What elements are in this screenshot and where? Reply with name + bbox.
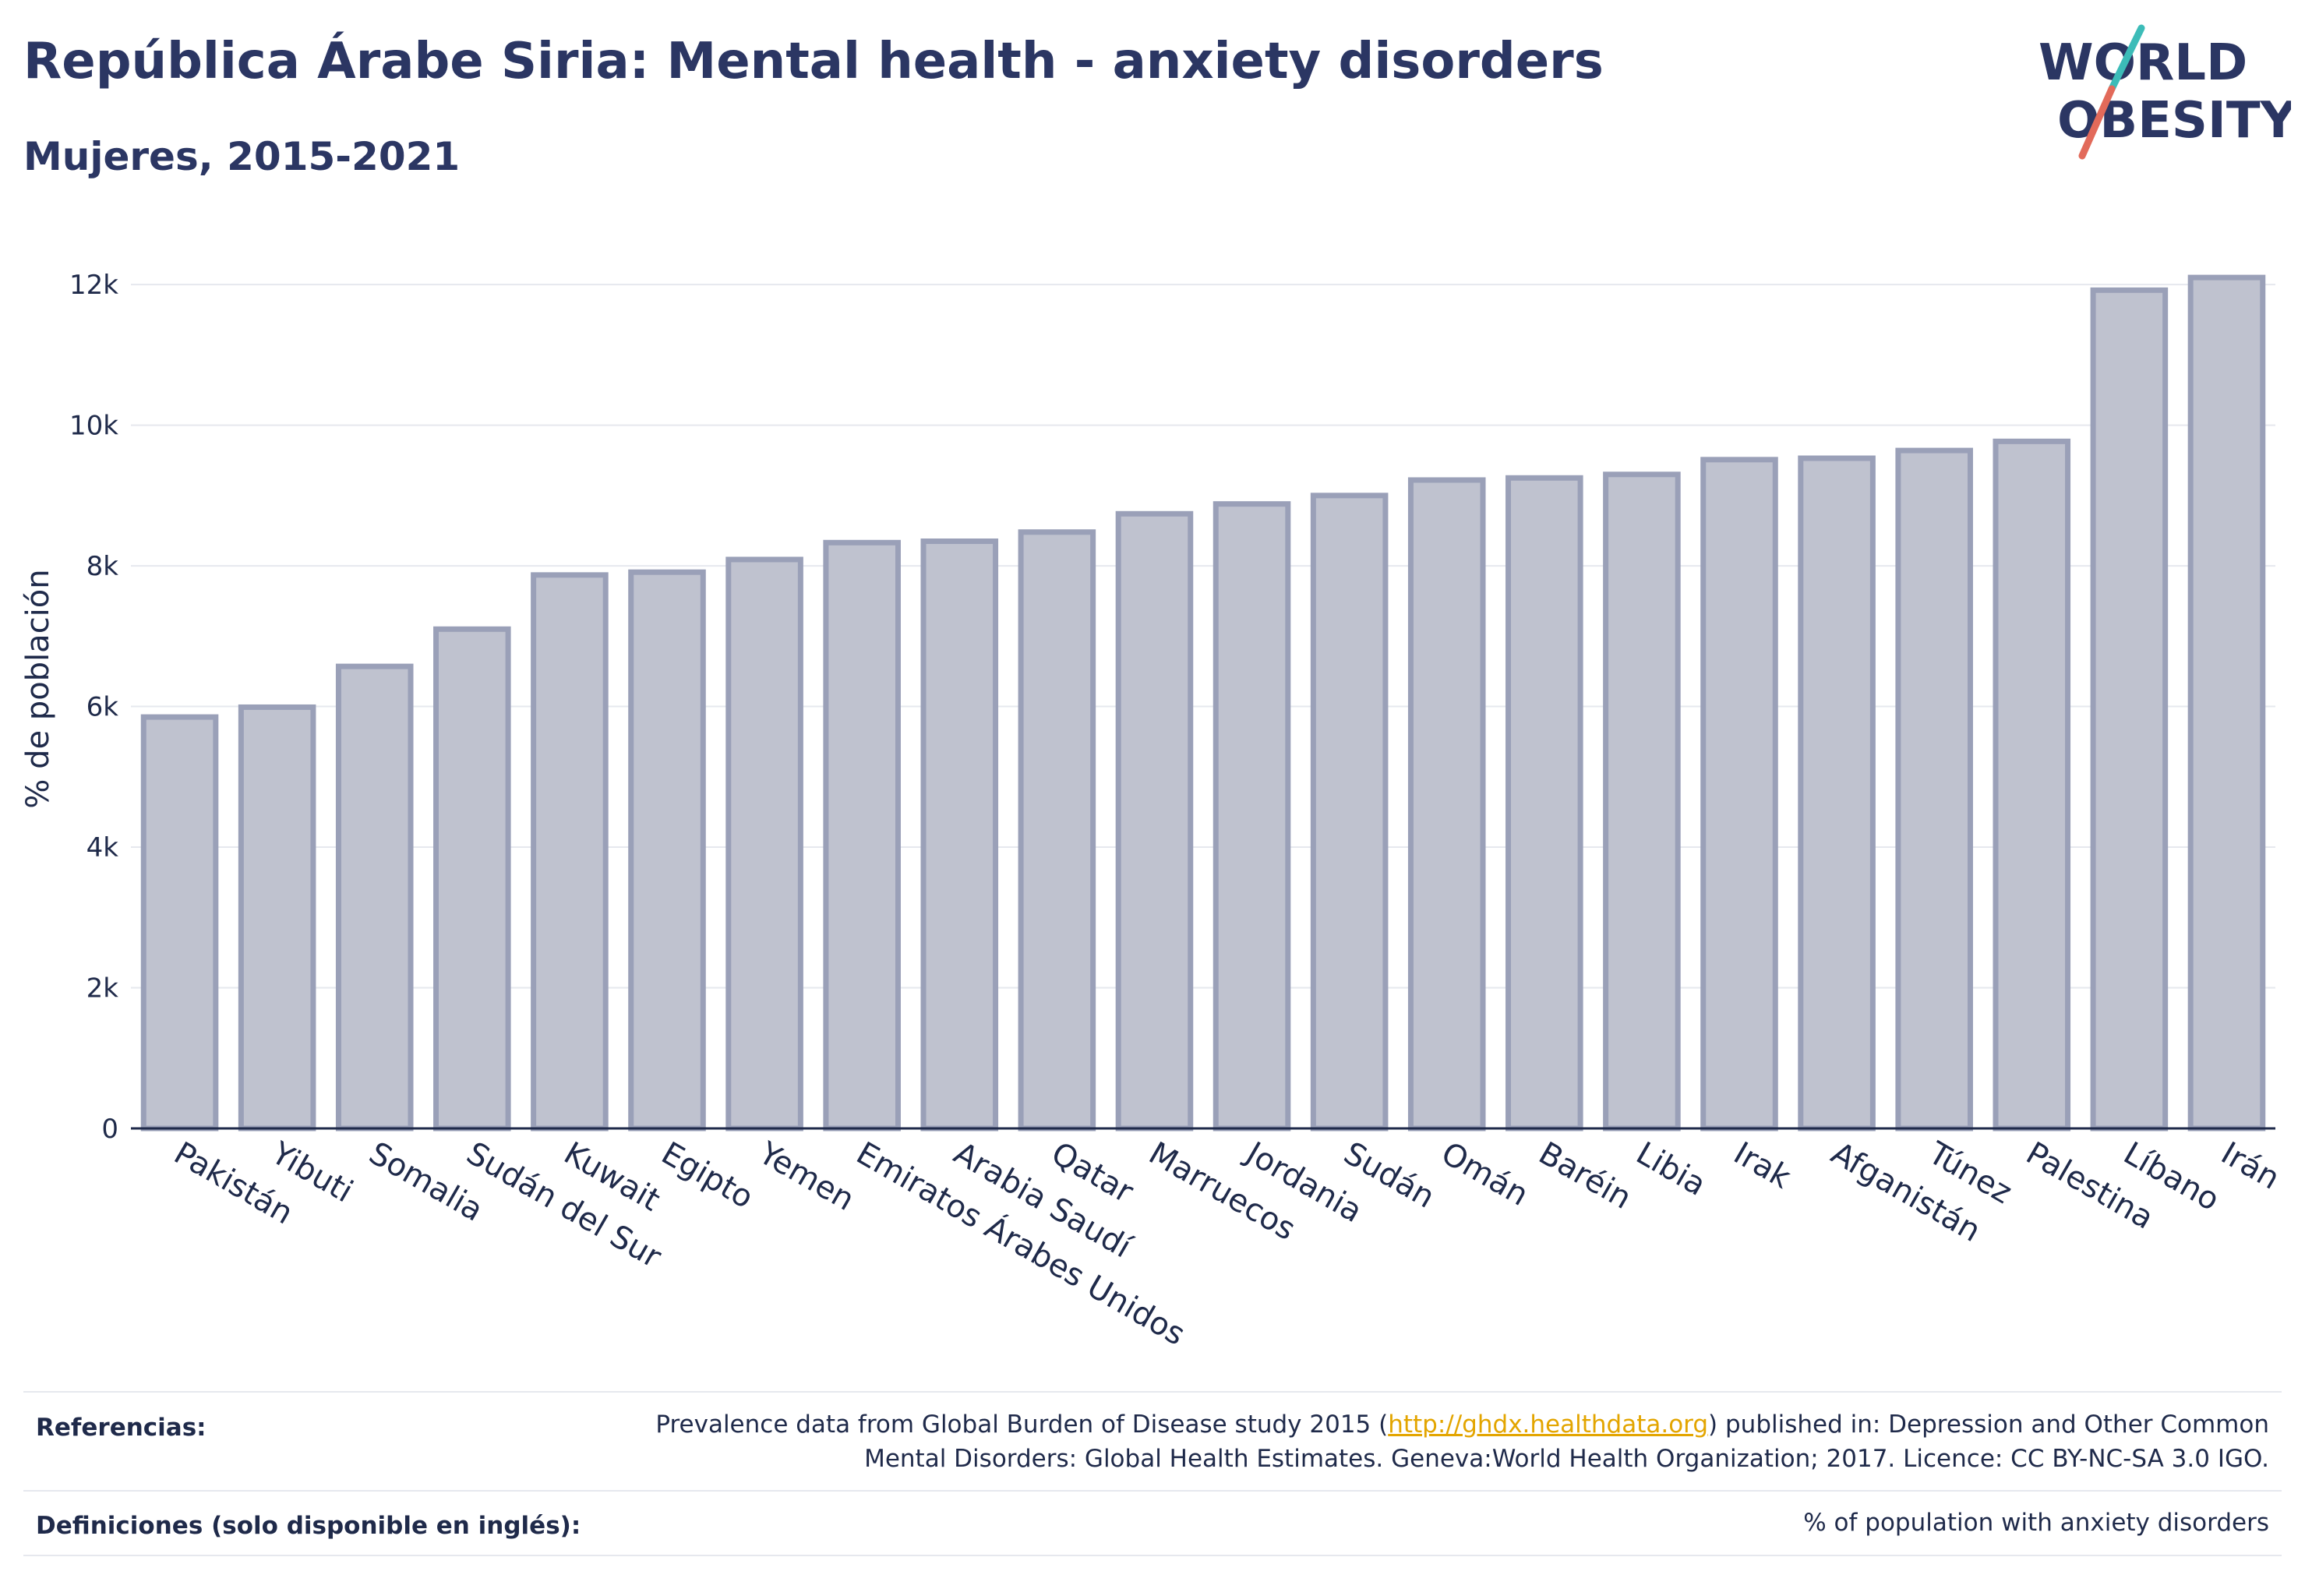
y-tick-label: 4k [86,832,119,863]
x-tick-label: Libia [1630,1135,1712,1203]
x-tick-label: Irak [1728,1135,1797,1196]
bar [628,569,706,1132]
references-link[interactable]: http://ghdx.healthdata.org [1388,1411,1709,1439]
bar [531,572,609,1132]
logo-line1: WORLD [2038,34,2247,92]
x-tick-label: Egipto [655,1135,759,1216]
x-tick-label: Irán [2215,1135,2286,1197]
y-tick-label: 8k [86,551,119,582]
logo-slash-bottom [2078,85,2116,160]
footer-divider-bottom [23,1555,2282,1556]
logo-slash-top [2108,24,2145,93]
bar [1603,471,1681,1132]
y-tick-label: 2k [86,973,119,1005]
world-obesity-logo[interactable]: WORLD OBESITY [2034,23,2291,164]
references-text: Prevalence data from Global Burden of Di… [655,1407,2269,1476]
y-tick-label: 6k [86,692,119,723]
references-label: Referencias: [36,1414,206,1442]
bar [2090,287,2169,1132]
references-line2: Mental Disorders: Global Health Estimate… [864,1445,2269,1473]
bar [1505,475,1583,1132]
page-subtitle: Mujeres, 2015-2021 [23,134,461,179]
bar [1700,457,1778,1132]
references-post: ) published in: Depression and Other Com… [1708,1411,2269,1439]
bar [433,626,511,1132]
bar [2187,274,2266,1132]
footer-divider-middle [23,1490,2282,1492]
bar [725,556,803,1132]
references-pre: Prevalence data from Global Burden of Di… [655,1411,1389,1439]
references-row: Referencias: Prevalence data from Global… [23,1403,2282,1481]
bar [238,704,316,1132]
bar [1213,501,1291,1132]
bar [140,714,219,1132]
y-tick-label: 12k [69,270,118,301]
definitions-label: Definiciones (solo disponible en inglés)… [36,1512,581,1540]
definitions-text: % of population with anxiety disorders [1803,1509,2269,1537]
definitions-row: Definiciones (solo disponible en inglés)… [23,1498,2282,1552]
x-tick-label: Omán [1435,1135,1534,1213]
bar [920,538,999,1132]
x-tick-label: Yemen [752,1135,860,1218]
footer-divider-top [23,1391,2282,1393]
y-tick-label: 10k [69,411,118,442]
bar [1018,529,1096,1132]
y-axis-label: % de población [20,569,56,808]
bar [1310,493,1389,1132]
bar [1407,477,1486,1132]
bar [335,663,414,1132]
bar [1895,447,1973,1132]
x-tick-label: Baréin [1533,1135,1637,1216]
bar [1115,510,1194,1132]
page-title: República Árabe Siria: Mental health - a… [23,33,1604,90]
bar [1798,455,1876,1132]
bar [823,539,901,1132]
bar [1993,438,2071,1132]
y-tick-label: 0 [101,1114,118,1145]
